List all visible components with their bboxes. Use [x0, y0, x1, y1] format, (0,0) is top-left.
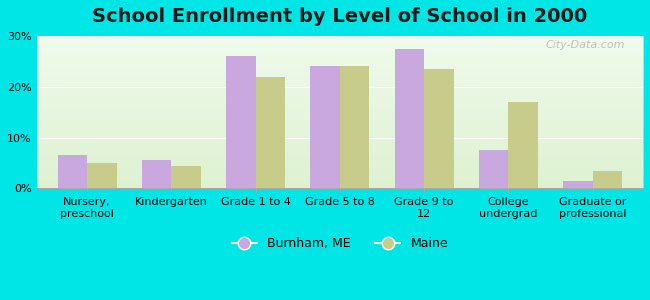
- Bar: [479, 150, 508, 188]
- Title: School Enrollment by Level of School in 2000: School Enrollment by Level of School in …: [92, 7, 588, 26]
- Bar: [340, 66, 369, 188]
- Bar: [226, 56, 255, 188]
- Bar: [310, 66, 340, 188]
- Bar: [563, 181, 593, 188]
- Bar: [395, 49, 424, 188]
- Bar: [58, 155, 87, 188]
- Bar: [87, 163, 116, 188]
- Bar: [593, 171, 622, 188]
- Legend: Burnham, ME, Maine: Burnham, ME, Maine: [227, 232, 453, 255]
- Bar: [142, 160, 172, 188]
- Bar: [255, 76, 285, 188]
- Bar: [508, 102, 538, 188]
- Bar: [424, 69, 454, 188]
- Bar: [172, 166, 201, 188]
- Text: City-Data.com: City-Data.com: [545, 40, 625, 50]
